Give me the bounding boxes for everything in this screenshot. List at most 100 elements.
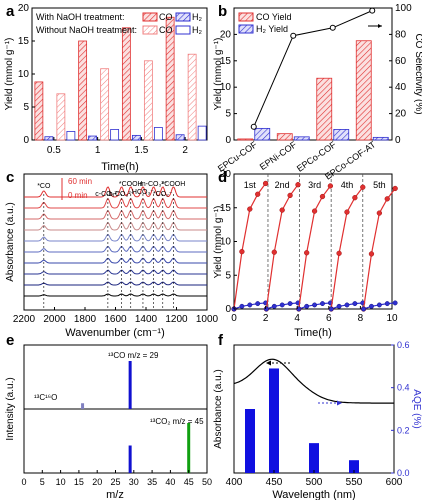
legend-with-co-label: CO	[159, 12, 173, 22]
bar-co-yield-0	[237, 138, 254, 141]
bar-h2-yield-3	[372, 136, 389, 141]
a-ytick-label-4: 20	[18, 3, 30, 14]
spectrum-3	[24, 257, 207, 264]
co-curve-cycle-2	[298, 185, 331, 310]
aqe-arrow-head	[337, 400, 342, 406]
panel-e: 0 5 10 15 20 25 30 35 40 45 50 ¹³C¹⁶O ¹³CO m/z = 2…	[5, 344, 212, 500]
panel-f-xlabel: Wavelength (nm)	[272, 489, 355, 500]
co-point-4-4	[392, 185, 398, 192]
bar-with_h2-0	[44, 136, 54, 141]
f-xtick-label-3: 550	[346, 477, 363, 488]
a-ytick-label-1: 5	[23, 102, 29, 113]
b-y2tick-label-1: 20	[395, 109, 407, 120]
legend-without-co-swatch	[142, 25, 158, 35]
bar-co-yield-2	[316, 77, 333, 141]
bar-with_co-3	[165, 16, 175, 141]
d-xtick-label-0: 0	[231, 313, 237, 324]
selectivity-point-0	[250, 123, 257, 130]
c-annotation-5: m-CO₃²⁻	[140, 181, 168, 188]
d-xtick-label-4: 8	[358, 313, 364, 324]
e-xtick-label-8: 40	[165, 477, 175, 487]
legend-with-h2-swatch	[175, 12, 191, 22]
panel-d-ylabel: Yield (mmol g⁻¹)	[213, 206, 224, 279]
panel-c: 2200 2000 1800 1600 1400 1200 1000 *CO c-CO₃²⁻b…	[5, 173, 219, 339]
e-xtick-label-6: 30	[129, 477, 139, 487]
a-ytick-label-0: 0	[23, 135, 29, 146]
c-xtick-label-6: 1000	[196, 314, 219, 325]
aqe-bar-2	[309, 443, 319, 473]
e-xtick-label-5: 25	[110, 477, 120, 487]
e-xtick-label-1: 5	[40, 477, 45, 487]
c-annotation-7: *COOH	[162, 181, 186, 188]
panel-a-xlabel: Time(h)	[101, 161, 138, 173]
panel-a-ylabel: Yield (mmol g⁻¹)	[4, 38, 15, 111]
co-curve-cycle-0	[233, 183, 267, 310]
c-annotation-0: *CO	[37, 183, 51, 190]
d-xtick-label-2: 4	[294, 313, 300, 324]
h2-point-4-1	[369, 303, 374, 309]
e-top-peak-1	[128, 361, 132, 409]
a-ytick-label-2: 10	[18, 69, 30, 80]
bar-with_co-0	[34, 81, 44, 141]
b-y2tick-label-3: 60	[395, 56, 407, 67]
cycle-label-3: 4th	[341, 180, 354, 190]
e-bottom-peak-0	[128, 445, 132, 473]
co-point-3-1	[336, 250, 342, 256]
selectivity-arrow-head	[378, 24, 382, 28]
b-y2tick-label-2: 40	[395, 82, 407, 93]
b-ytick-label-0: 0	[225, 135, 231, 146]
spectrum-9	[24, 186, 207, 198]
d-xtick-label-3: 6	[326, 313, 332, 324]
bar-without_h2-3	[197, 125, 207, 141]
spectrum-2	[24, 269, 207, 275]
co-point-2-3	[319, 193, 326, 200]
spectrum-4	[24, 245, 207, 253]
spectrum-8	[24, 198, 207, 209]
e-xtick-label-10: 50	[202, 477, 212, 487]
f-xtick-label-4: 600	[386, 477, 403, 488]
a-xtick-label-0: 0.5	[47, 145, 61, 156]
bar-with_h2-3	[175, 134, 185, 141]
bar-h2-yield-0	[254, 127, 271, 141]
co-point-2-4	[327, 183, 334, 189]
panel-b-ylabel: Yield (mmol g⁻¹)	[213, 38, 224, 111]
bar-without_co-2	[143, 60, 153, 141]
panel-c-time-bottom: 0 min	[68, 191, 88, 200]
a-ytick-label-3: 15	[18, 36, 30, 47]
aqe-bar-3	[349, 460, 359, 473]
bar-without_co-1	[100, 68, 110, 141]
co-point-4-2	[376, 210, 383, 216]
a-xtick-label-1: 1	[95, 145, 101, 156]
c-xtick-label-3: 1600	[104, 314, 127, 325]
bar-without_co-3	[187, 53, 197, 141]
h2-point-2-2	[312, 302, 318, 308]
f-xtick-label-2: 500	[306, 477, 323, 488]
h2-point-3-1	[336, 303, 342, 309]
f-xtick-label-1: 450	[266, 477, 283, 488]
d-ytick-label-2: 10	[220, 237, 232, 248]
panel-f-y2label: AQE (%)	[411, 389, 422, 428]
legend-co-yield-label: CO Yield	[256, 12, 292, 22]
spectrum-6	[24, 221, 207, 231]
h2-point-4-2	[376, 302, 382, 308]
absorbance-curve	[233, 358, 394, 404]
h2-point-1-2	[279, 302, 285, 308]
h2-point-3-2	[344, 302, 350, 308]
legend-without-label: Without NaOH treatment:	[36, 25, 137, 35]
h2-point-1-1	[271, 303, 277, 309]
co-point-4-3	[384, 196, 390, 202]
e-xtick-label-7: 35	[147, 477, 157, 487]
c-annotation-1: c-CO₃²⁻	[95, 191, 121, 198]
b-y2tick-label-5: 100	[395, 3, 412, 14]
legend-h2-yield-swatch	[238, 24, 254, 34]
e-xtick-label-2: 10	[56, 477, 66, 487]
legend-with-label: With NaOH treatment:	[36, 12, 125, 22]
c-xtick-label-5: 1200	[165, 314, 188, 325]
co-point-0-4	[262, 180, 269, 187]
f-y2tick-label-2: 0.4	[397, 383, 410, 393]
panel-f: 400 450 500 550 600 0.0 0.2 0.4 0.6 Absorbance …	[213, 340, 422, 500]
panel-d: 1st 2nd 3rd 4th 5th 0 5 10 15 20 0 2 4 6 8 10 Yield (…	[213, 169, 398, 339]
legend-h2-yield-label: H₂ Yield	[256, 24, 288, 34]
co-point-4-1	[368, 251, 375, 257]
